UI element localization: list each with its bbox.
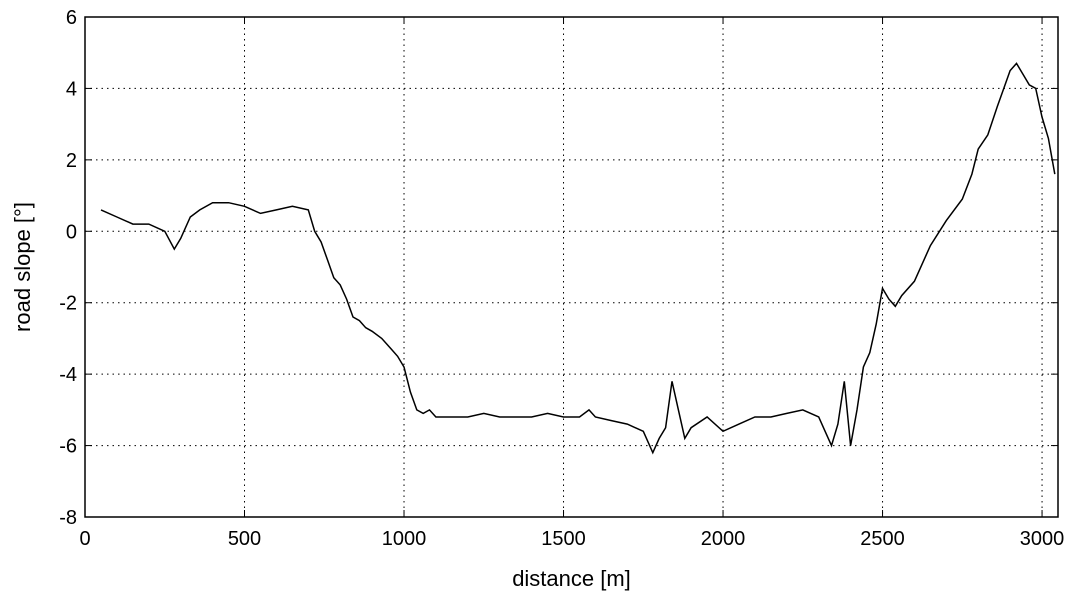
- x-tick-label: 3000: [1020, 528, 1065, 550]
- y-tick-label: -4: [59, 364, 77, 386]
- y-tick-label: -2: [59, 293, 77, 315]
- x-tick-label: 0: [79, 528, 90, 550]
- series-group: [100, 62, 1056, 455]
- x-axis-label: distance [m]: [512, 566, 631, 591]
- y-tick-label: 6: [66, 7, 77, 29]
- y-tick-label: 0: [66, 221, 77, 243]
- x-tick-label: 1500: [541, 528, 586, 550]
- grid-lines: [85, 17, 1058, 517]
- y-tick-label: -8: [59, 507, 77, 529]
- y-tick-label: 2: [66, 150, 77, 172]
- axis-ticks: 0 500 1000 1500 2000 2500 3000 -8 -6 -4 -2 0 2 4 6: [59, 7, 1064, 550]
- y-axis-label: road slope [°]: [10, 202, 35, 332]
- x-tick-label: 500: [228, 528, 261, 550]
- y-tick-label: -6: [59, 436, 77, 458]
- x-tick-label: 2000: [701, 528, 746, 550]
- x-tick-label: 1000: [382, 528, 427, 550]
- y-tick-label: 4: [66, 78, 77, 100]
- plot-area: [84, 16, 1059, 518]
- series-line-1: [100, 62, 1056, 455]
- x-tick-label: 2500: [860, 528, 905, 550]
